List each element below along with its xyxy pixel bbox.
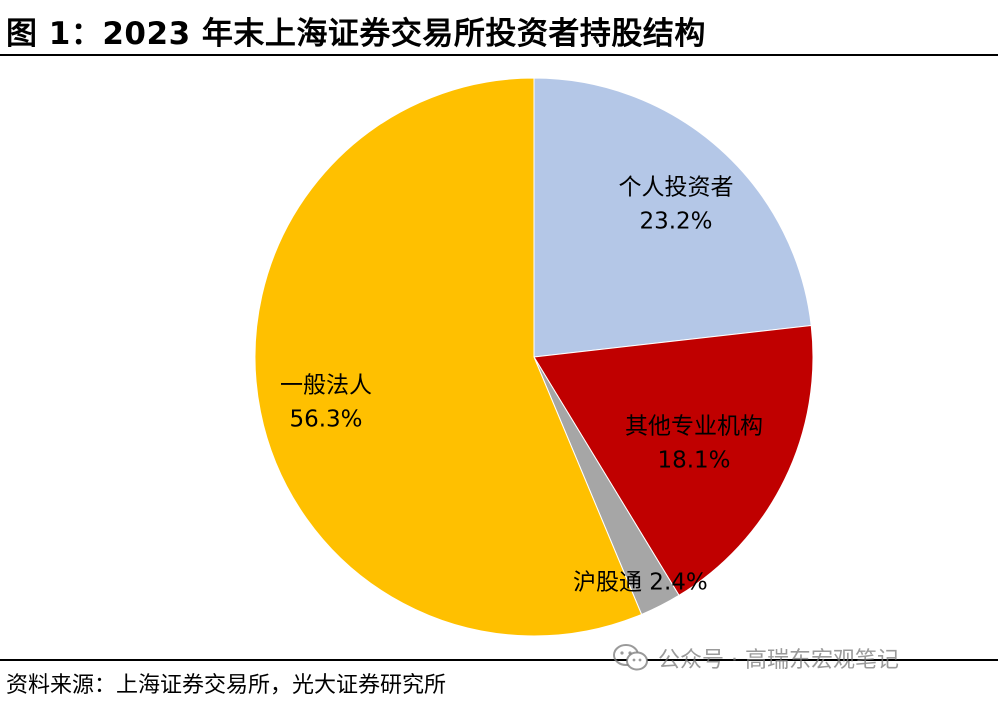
watermark-text: 公众号 · 高瑞东宏观笔记 [658,648,899,673]
slice-label-2: 沪股通 2.4% [573,570,708,596]
pie-chart: 个人投资者 23.2% 其他专业机构 18.1% 沪股通 2.4% 一般法人 56.3% [254,77,814,637]
wechat-icon [613,644,648,671]
slice-value-0: 23.2% [639,209,712,235]
figure-title: 图 1：2023 年末上海证券交易所投资者持股结构 [6,16,706,52]
slice-name-3: 一般法人 [280,373,372,399]
source-divider [0,659,998,661]
slice-value-3: 56.3% [289,407,362,433]
slice-name-0: 个人投资者 [619,175,734,201]
pie-slice-0 [533,77,812,358]
pie-slices [254,77,814,637]
slice-name-1: 其他专业机构 [625,414,763,440]
title-divider [0,54,998,56]
slice-value-1: 18.1% [657,448,730,474]
pie-labels: 个人投资者 23.2% 其他专业机构 18.1% 沪股通 2.4% 一般法人 56.3% [280,175,763,596]
pie-slice-1 [533,324,814,597]
watermark: 公众号 · 高瑞东宏观笔记 [612,642,899,674]
source-note: 资料来源：上海证券交易所，光大证券研究所 [6,673,447,698]
pie-slice-3 [254,77,643,637]
